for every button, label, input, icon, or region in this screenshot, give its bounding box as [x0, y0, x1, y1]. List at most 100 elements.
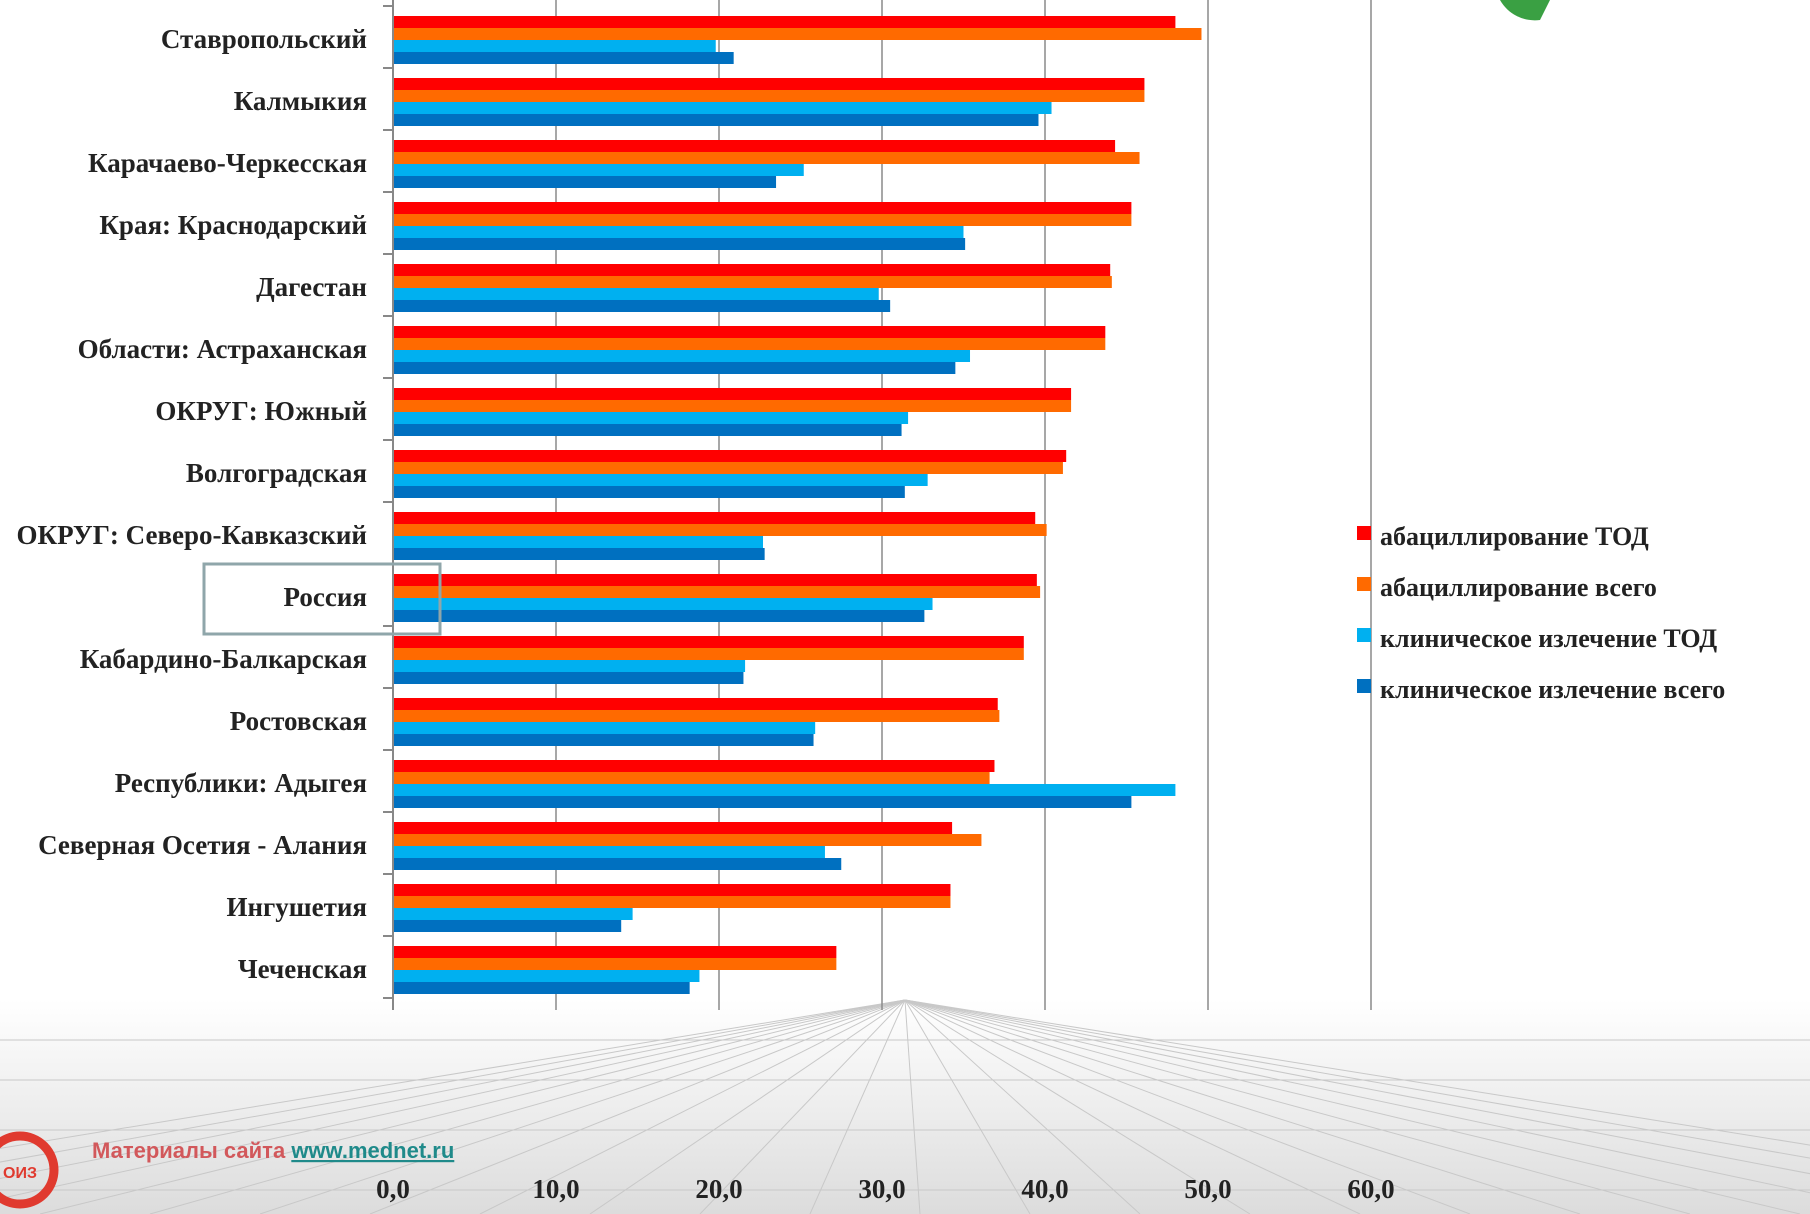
bar [393, 834, 982, 846]
x-tick-label: 50,0 [1184, 1174, 1231, 1204]
category-label: Россия [284, 582, 367, 612]
bar [393, 512, 1036, 524]
bar [393, 574, 1037, 586]
x-tick-label: 60,0 [1347, 1174, 1394, 1204]
corner-decoration [1500, 0, 1550, 21]
category-label: Волгоградская [186, 458, 367, 488]
category-labels: Ставропольский Калмыкия Карачаево-Черкесск… [17, 24, 367, 984]
legend-swatch [1357, 526, 1371, 540]
category-label: Карачаево-Черкесская [88, 148, 367, 178]
bar [393, 548, 765, 560]
bar [393, 796, 1132, 808]
bar [393, 424, 902, 436]
bar [393, 598, 933, 610]
x-tick-label: 10,0 [532, 1174, 579, 1204]
bar [393, 648, 1024, 660]
category-label: Края: Краснодарский [99, 210, 367, 240]
bar [393, 698, 998, 710]
bar [393, 214, 1132, 226]
category-label: Области: Астраханская [78, 334, 367, 364]
bar [393, 982, 690, 994]
category-label: Кабардино-Балкарская [80, 644, 367, 674]
category-label: Ставропольский [161, 24, 367, 54]
bar [393, 672, 744, 684]
bar [393, 202, 1132, 214]
category-label: Северная Осетия - Алания [38, 830, 367, 860]
bar [393, 958, 837, 970]
logo: ОИЗ [0, 1131, 59, 1209]
category-label: ОКРУГ: Южный [155, 396, 367, 426]
legend-swatch [1357, 577, 1371, 591]
bar [393, 858, 842, 870]
bar [393, 462, 1063, 474]
legend: абациллирование ТОД абациллирование всего… [1357, 522, 1725, 704]
bar [393, 734, 814, 746]
bar [393, 226, 964, 238]
x-tick-label: 30,0 [858, 1174, 905, 1204]
bar [393, 350, 971, 362]
bar [393, 52, 734, 64]
bar [393, 710, 1000, 722]
bar [393, 412, 909, 424]
bar [393, 450, 1067, 462]
bar [393, 300, 891, 312]
bar [393, 920, 622, 932]
x-tick-label: 40,0 [1021, 1174, 1068, 1204]
background-floor [0, 999, 1810, 1214]
bar [393, 846, 825, 858]
highlight-box-russia [202, 562, 442, 636]
legend-swatch [1357, 628, 1371, 642]
bar [393, 784, 1176, 796]
bar [393, 140, 1116, 152]
bar [393, 164, 804, 176]
legend-swatch [1357, 679, 1371, 693]
category-label: Республики: Адыгея [115, 768, 367, 798]
bar [393, 114, 1039, 126]
bar [393, 722, 816, 734]
bar [393, 946, 837, 958]
bar [393, 660, 746, 672]
footer-link[interactable]: www.mednet.ru [290, 1138, 454, 1163]
footer-text: Материалы сайта [92, 1138, 291, 1163]
bar [393, 884, 951, 896]
legend-label: абациллирование всего [1380, 573, 1657, 602]
bar [393, 486, 905, 498]
bar [393, 536, 764, 548]
bar [393, 90, 1145, 102]
bar [393, 264, 1111, 276]
bar [393, 16, 1176, 28]
category-label: Ростовская [230, 706, 367, 736]
bar [393, 238, 966, 250]
bar [393, 176, 777, 188]
bar [393, 362, 956, 374]
bar [393, 102, 1052, 114]
legend-label: клиническое излечение ТОД [1380, 624, 1717, 653]
category-ticks [383, 5, 393, 999]
bar [393, 338, 1106, 350]
footer-source: Материалы сайта www.mednet.ru [92, 1138, 454, 1163]
bar [393, 388, 1072, 400]
bar [393, 152, 1140, 164]
category-label: Чеченская [238, 954, 367, 984]
bar [393, 636, 1024, 648]
bar [393, 586, 1041, 598]
legend-label: клиническое излечение всего [1380, 675, 1725, 704]
category-label: Калмыкия [234, 86, 367, 116]
x-tick-labels: 0,0 10,0 20,0 30,0 40,0 50,0 60,0 [376, 1174, 1395, 1204]
bar [393, 610, 925, 622]
legend-label: абациллирование ТОД [1380, 522, 1649, 551]
bars [393, 16, 1202, 994]
bar [393, 288, 879, 300]
bar [393, 474, 928, 486]
bar [393, 524, 1047, 536]
bar [393, 28, 1202, 40]
category-label: Ингушетия [226, 892, 367, 922]
x-tick-label: 20,0 [695, 1174, 742, 1204]
logo-text: ОИЗ [3, 1165, 37, 1182]
category-label: Дагестан [256, 272, 367, 302]
bar [393, 40, 716, 52]
x-tick-label: 0,0 [376, 1174, 410, 1204]
bar [393, 970, 700, 982]
bar [393, 326, 1106, 338]
